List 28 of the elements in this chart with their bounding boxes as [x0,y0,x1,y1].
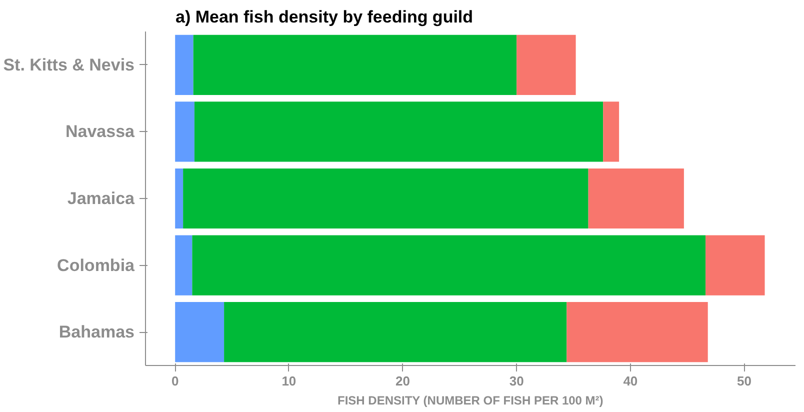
x-tick-label: 0 [171,374,179,388]
y-tick-label: Bahamas [58,322,135,342]
x-axis-title: FISH DENSITY (NUMBER OF FISH PER 100 M²) [337,394,604,408]
bar [193,34,517,95]
y-tick-label: St. Kitts & Nevis [3,55,134,74]
bar [706,235,765,296]
bar [175,34,194,95]
bar [194,102,604,162]
x-tick-label: 10 [282,374,296,388]
x-tick-label: 20 [396,374,410,388]
y-tick-label: Jamaica [67,189,136,208]
bar [175,235,192,296]
bar [175,102,194,162]
bar [175,302,224,362]
bar [192,235,706,296]
bar [183,168,588,229]
bar [566,302,708,362]
bar [516,34,576,95]
bar [175,168,184,229]
y-tick-label: Navassa [65,122,136,142]
bar [588,168,684,229]
bar [224,302,567,362]
x-tick-label: 50 [737,374,752,388]
y-tick-label: Colombia [57,256,136,275]
x-tick-label: 30 [509,374,524,388]
chart-title: a) Mean fish density by feeding guild [176,8,474,26]
bar [603,102,620,162]
x-tick-label: 40 [623,374,638,388]
